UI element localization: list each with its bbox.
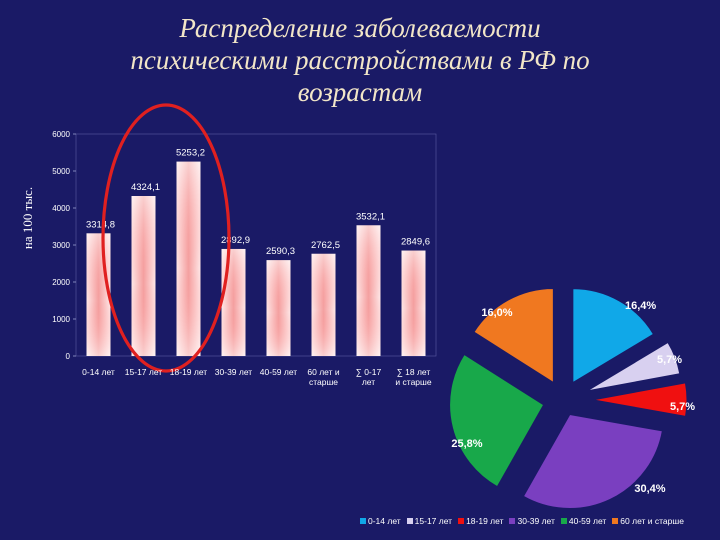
bar-value-label: 2590,3 — [266, 246, 295, 257]
legend-swatch — [612, 518, 619, 524]
bar-value-label: 3532,1 — [356, 211, 385, 222]
legend-swatch — [509, 518, 516, 524]
y-tick-label: 0 — [66, 352, 71, 361]
page-title: Распределение заболеваемости психическим… — [40, 12, 680, 108]
legend-swatch — [560, 518, 567, 524]
pie-slice — [587, 341, 681, 392]
bar-shade — [176, 161, 201, 356]
pie-legend: 0-14 лет 15-17 лет 18-19 лет 30-39 лет 40-59… — [360, 516, 684, 526]
legend-label: 15-17 лет — [414, 516, 453, 526]
legend-item: 30-39 лет — [509, 516, 555, 526]
x-tick-label: ∑ 0-17 лет — [355, 367, 382, 387]
x-tick-label: 60 лет и старше — [307, 367, 340, 387]
pie-slice — [449, 353, 545, 488]
pie-slice — [592, 382, 688, 417]
bar-value-label: 5253,2 — [176, 148, 205, 159]
x-tick-label: 40-59 лет — [259, 367, 298, 377]
title-line-1: Распределение заболеваемости — [179, 13, 541, 43]
pie-slice — [473, 287, 554, 384]
x-tick-label: 30-39 лет — [214, 367, 253, 377]
pie-value-label: 5,7% — [657, 354, 682, 366]
legend-swatch — [406, 518, 413, 524]
pie-value-label: 16,4% — [625, 300, 656, 312]
x-tick-label: ∑ 18 лет и старше — [395, 367, 432, 387]
bar-shade — [86, 233, 111, 356]
legend-item: 18-19 лет — [458, 516, 503, 526]
legend-item: 60 лет и старше — [612, 516, 684, 526]
bar-shade — [311, 253, 336, 356]
x-tick-label: 15-17 лет — [124, 367, 163, 377]
legend-swatch — [360, 518, 366, 524]
legend-item: 40-59 лет — [560, 516, 607, 526]
y-tick-label: 6000 — [52, 130, 70, 139]
bar-shade — [221, 248, 246, 356]
y-tick-label: 3000 — [52, 241, 70, 250]
pie-slice — [572, 288, 655, 384]
bar-shade — [266, 260, 291, 356]
bar-value-label: 3314,8 — [86, 219, 115, 230]
legend-label: 60 лет и старше — [620, 516, 684, 526]
legend-label: 18-19 лет — [466, 516, 504, 526]
plot-area — [75, 133, 437, 357]
legend-swatch — [458, 518, 465, 524]
y-tick-label: 2000 — [52, 278, 70, 287]
y-tick-label: 4000 — [52, 204, 70, 213]
pie-value-label: 30,4% — [634, 483, 665, 495]
bar-shade — [401, 250, 426, 356]
pie-value-label: 16,0% — [481, 307, 512, 319]
y-tick-label: 1000 — [52, 315, 70, 324]
title-line-2: психическими расстройствами в РФ по — [130, 45, 590, 75]
pie-slice — [522, 413, 663, 509]
legend-label: 0-14 лет — [368, 516, 401, 526]
pie-value-label: 5,7% — [670, 401, 695, 413]
bar-value-label: 4324,1 — [131, 182, 160, 193]
title-line-3: возрастам — [297, 77, 423, 107]
legend-item: 15-17 лет — [406, 516, 453, 526]
pie-value-label: 25,8% — [451, 438, 482, 450]
bar-shade — [356, 225, 381, 356]
bar-value-label: 2849,6 — [401, 237, 430, 248]
y-tick-label: 5000 — [52, 167, 70, 176]
bar-shade — [131, 196, 156, 356]
x-tick-label: 18-19 лет — [169, 367, 208, 377]
highlight-ellipse — [101, 103, 231, 373]
x-tick-label: 0-14 лет — [82, 367, 115, 377]
bar-value-label: 2762,5 — [311, 240, 340, 251]
legend-label: 30-39 лет — [517, 516, 555, 526]
legend-item: 0-14 лет — [360, 516, 401, 526]
legend-label: 40-59 лет — [568, 516, 607, 526]
bar-value-label: 2892,9 — [221, 235, 250, 246]
